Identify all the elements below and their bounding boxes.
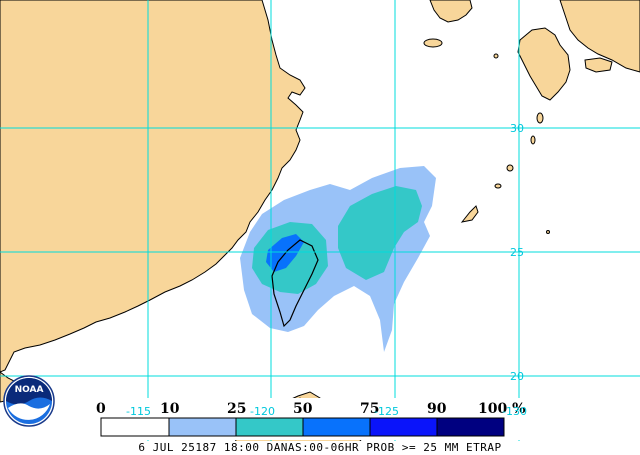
lon-label-125: -125 bbox=[374, 405, 399, 418]
land-honshu bbox=[559, 0, 640, 73]
land-korea bbox=[429, 0, 473, 23]
lat-label-30: 30 bbox=[510, 122, 524, 135]
lon-label-115: -115 bbox=[126, 405, 151, 418]
legend-swatch-25-50 bbox=[235, 417, 304, 437]
lat-label-20: 20 bbox=[510, 370, 524, 383]
legend-swatch-10-25 bbox=[168, 417, 237, 437]
legend: 0 10 25 50 75 90 100 % bbox=[92, 398, 525, 440]
noaa-logo-icon: NOAA bbox=[3, 375, 55, 427]
legend-label-25: 25 bbox=[227, 401, 246, 417]
lon-label-130: -130 bbox=[502, 405, 527, 418]
land-jeju bbox=[423, 38, 443, 48]
land-china bbox=[0, 0, 306, 373]
legend-swatch-0-10 bbox=[100, 417, 170, 437]
land-kyushu bbox=[517, 27, 571, 101]
land-shikoku bbox=[584, 57, 613, 73]
lat-label-25: 25 bbox=[510, 246, 524, 259]
lon-label-120: -120 bbox=[250, 405, 275, 418]
prob-25-band-east bbox=[338, 186, 422, 280]
legend-label-100: 100 % bbox=[478, 401, 525, 417]
legend-label-75: 75 bbox=[360, 401, 379, 417]
legend-swatch-50-75 bbox=[302, 417, 371, 437]
legend-label-50: 50 bbox=[293, 401, 313, 417]
lat-lon-grid bbox=[0, 0, 640, 441]
legend-label-10: 10 bbox=[160, 401, 180, 417]
legend-label-0: 0 bbox=[96, 401, 106, 417]
legend-swatch-75-90 bbox=[369, 417, 438, 437]
land-taiwan-outline bbox=[271, 239, 319, 328]
noaa-logo-text: NOAA bbox=[15, 385, 44, 395]
footer-caption: 6 JUL 25187 18:00 DANAS:00-06HR PROB >= … bbox=[138, 441, 502, 454]
legend-label-90: 90 bbox=[427, 401, 447, 417]
status-footer: 6 JUL 25187 18:00 DANAS:00-06HR PROB >= … bbox=[0, 441, 640, 455]
legend-swatch-90-100 bbox=[436, 417, 505, 437]
